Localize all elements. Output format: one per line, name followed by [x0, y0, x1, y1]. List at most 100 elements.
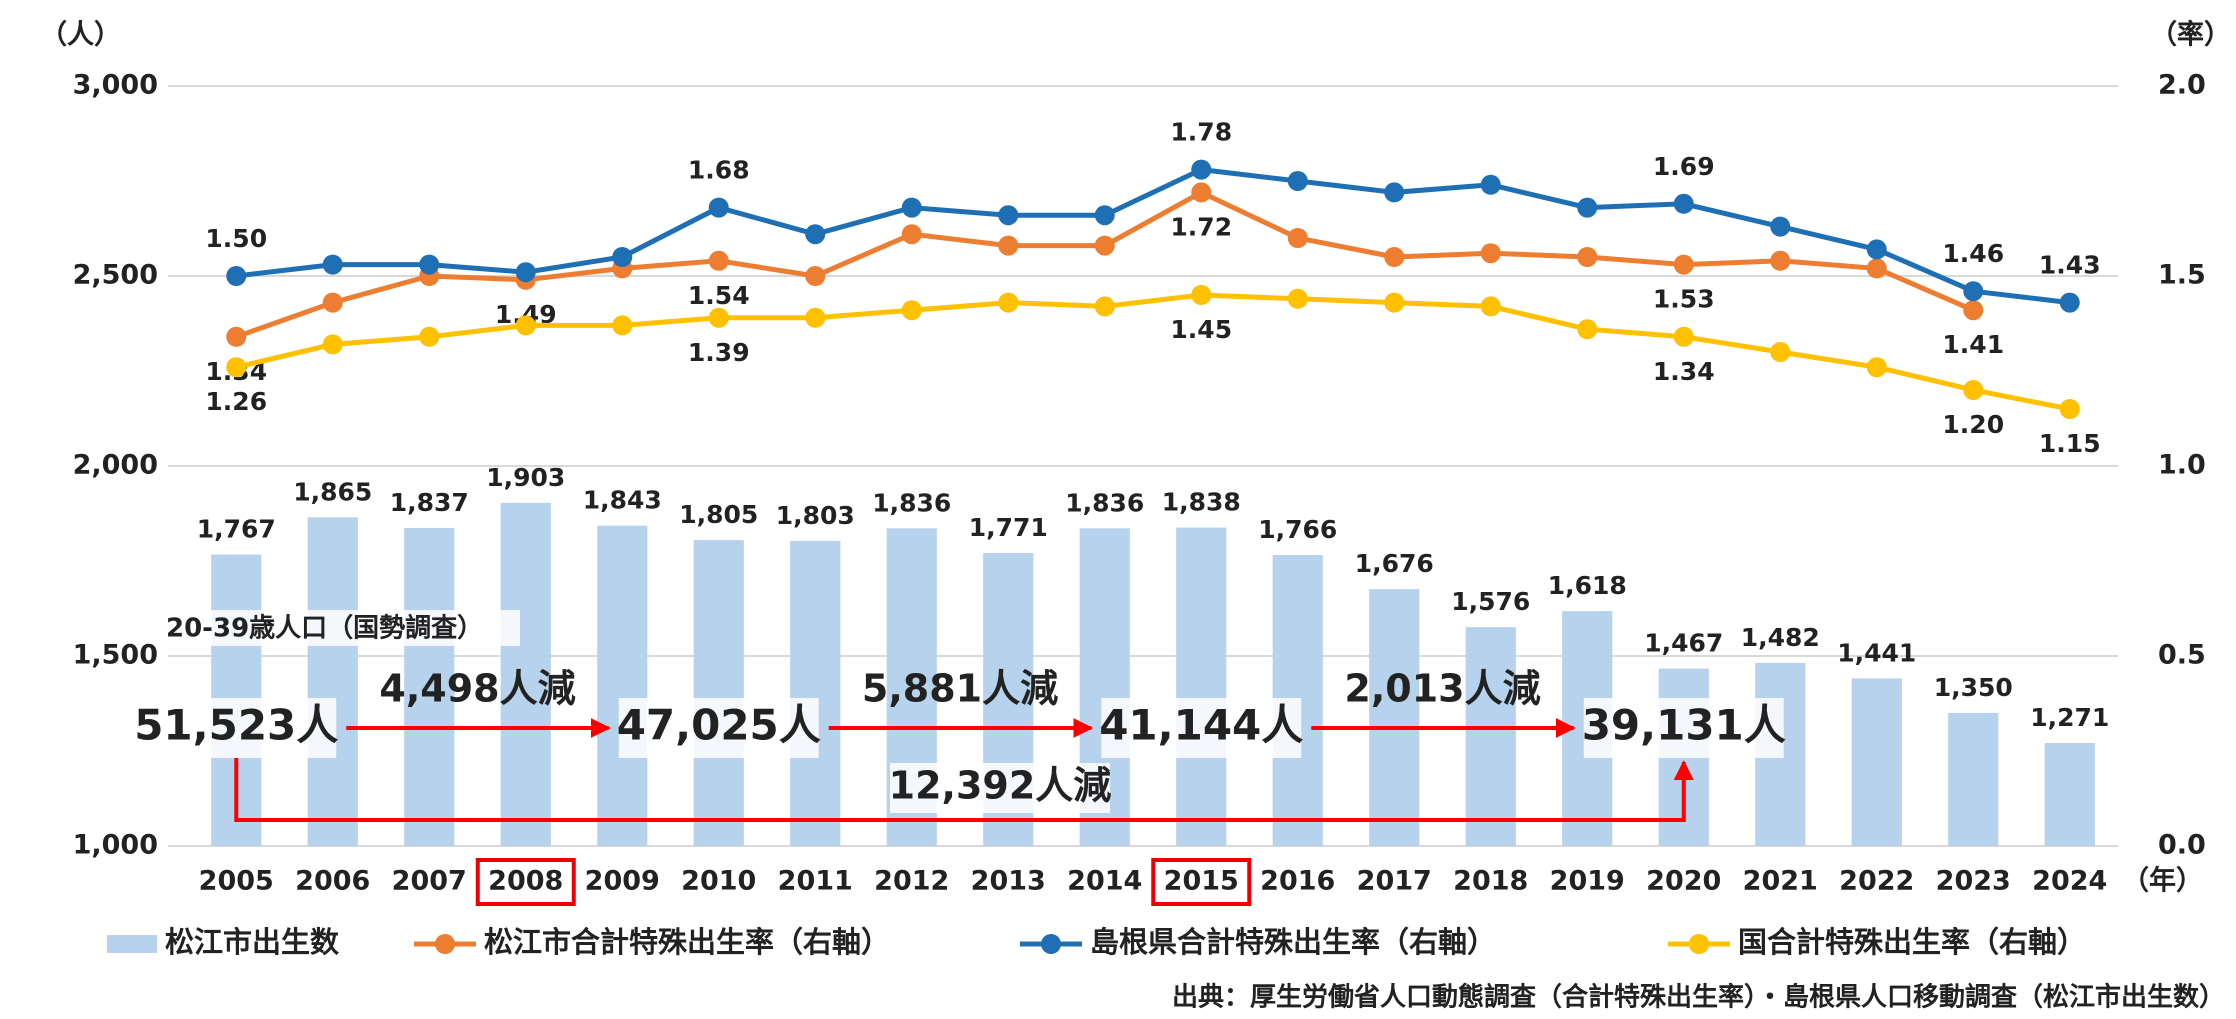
line-label: 1.54 — [688, 281, 750, 310]
population-label: 39,131人 — [1582, 701, 1786, 750]
line-marker — [1963, 300, 1984, 321]
bar-label: 1,805 — [679, 500, 758, 529]
x-tick-label: 2018 — [1453, 866, 1528, 897]
line-marker — [1480, 243, 1501, 264]
line-marker — [901, 300, 922, 321]
line-marker — [1384, 292, 1405, 313]
arrow — [234, 758, 1694, 822]
line-marker — [1191, 159, 1212, 180]
line-label: 1.78 — [1170, 118, 1232, 147]
population-label: 51,523人 — [134, 701, 338, 750]
y-tick-label: 1,000 — [73, 830, 158, 861]
bar-label: 1,836 — [872, 488, 951, 517]
line-marker — [1287, 171, 1308, 191]
bar-label: 1,838 — [1162, 488, 1241, 517]
line — [235, 292, 2071, 412]
y-tick-label: 1,500 — [73, 640, 158, 671]
annotation-bg — [136, 698, 337, 758]
annotation-bg — [890, 763, 1110, 813]
bar-label: 1,843 — [583, 486, 662, 515]
line-marker — [998, 205, 1019, 226]
line-marker — [1866, 258, 1887, 279]
line-label: 1.69 — [1653, 152, 1715, 181]
bar-label: 1,767 — [197, 515, 276, 544]
bar — [1176, 527, 1227, 846]
line-marker — [1866, 357, 1887, 378]
bar — [1369, 589, 1420, 846]
legend-swatch — [1041, 934, 1061, 954]
population-title: 20-39歳人口（国勢調査） — [166, 613, 483, 644]
annotation-bg — [618, 698, 819, 758]
line-marker — [419, 326, 440, 347]
y-tick-label: 2,500 — [73, 260, 158, 291]
x-tick-label: 2020 — [1646, 866, 1721, 897]
legend-swatch — [435, 934, 455, 954]
decrease-label: 4,498人減 — [379, 667, 575, 711]
legend-swatch — [107, 935, 157, 953]
y-tick-label: 3,000 — [73, 70, 158, 101]
line-marker — [1577, 319, 1598, 340]
bar-label: 1,482 — [1741, 623, 1820, 652]
x-tick-label: 2011 — [778, 866, 853, 897]
line-marker — [322, 334, 343, 355]
bar-label: 1,865 — [293, 477, 372, 506]
line-label: 1.26 — [205, 387, 267, 416]
line-marker — [2059, 399, 2080, 419]
x-tick-label: 2013 — [971, 866, 1046, 897]
line-label: 1.15 — [2039, 429, 2101, 458]
line-marker — [1287, 228, 1308, 248]
bar-label: 1,803 — [776, 501, 855, 530]
y2-tick-label: 1.5 — [2158, 260, 2206, 291]
bar — [404, 527, 455, 846]
bar-label: 1,766 — [1258, 515, 1337, 544]
legend-label: 松江市出生数 — [165, 925, 340, 959]
bar-label: 1,618 — [1548, 571, 1627, 600]
line-marker — [226, 266, 247, 286]
line-label: 1.34 — [1653, 357, 1715, 386]
line-marker — [1770, 250, 1791, 271]
bar-label: 1,676 — [1355, 549, 1434, 578]
x-unit: （年） — [2122, 865, 2203, 897]
line-marker — [1094, 296, 1115, 317]
x-tick-label: 2006 — [295, 866, 370, 897]
bar — [790, 540, 841, 846]
bar-label: 1,576 — [1451, 587, 1530, 616]
annotation-bg — [1101, 698, 1302, 758]
x-tick-label: 2022 — [1839, 866, 1914, 897]
highlight-box — [1151, 858, 1252, 906]
y2-tick-label: 0.5 — [2158, 640, 2206, 671]
line-marker — [515, 315, 536, 336]
line-marker — [805, 224, 826, 245]
y-tick-label: 2,000 — [73, 450, 158, 481]
line-marker — [708, 250, 729, 271]
x-tick-label: 2019 — [1550, 866, 1625, 897]
bar — [307, 517, 358, 846]
decrease-label: 5,881人減 — [862, 667, 1058, 711]
annotation-bg — [1583, 698, 1784, 758]
line-marker — [998, 235, 1019, 256]
line-marker — [1287, 288, 1308, 309]
line-marker — [805, 266, 826, 286]
line-marker — [1191, 182, 1212, 203]
x-tick-label: 2023 — [1936, 866, 2011, 897]
line-marker — [322, 292, 343, 313]
line-label: 1.20 — [1942, 410, 2004, 439]
bar-label: 1,271 — [2030, 703, 2109, 732]
decrease-label: 2,013人減 — [1344, 667, 1540, 711]
line-marker — [901, 197, 922, 218]
line-marker — [998, 292, 1019, 313]
line-marker — [1384, 247, 1405, 267]
population-label: 41,144人 — [1099, 701, 1303, 750]
total-decrease-label: 12,392人減 — [889, 764, 1112, 808]
x-tick-label: 2017 — [1357, 866, 1432, 897]
line-label: 1.46 — [1942, 239, 2004, 268]
x-tick-label: 2021 — [1743, 866, 1818, 897]
line-label: 1.50 — [205, 224, 267, 253]
line-label: 1.43 — [2039, 251, 2101, 280]
line-marker — [1480, 296, 1501, 317]
legend-label: 島根県合計特殊出生率（右軸） — [1090, 925, 1496, 959]
line-marker — [612, 315, 633, 336]
x-tick-label: 2007 — [392, 866, 467, 897]
bar — [2044, 743, 2095, 846]
line-marker — [1673, 193, 1694, 214]
